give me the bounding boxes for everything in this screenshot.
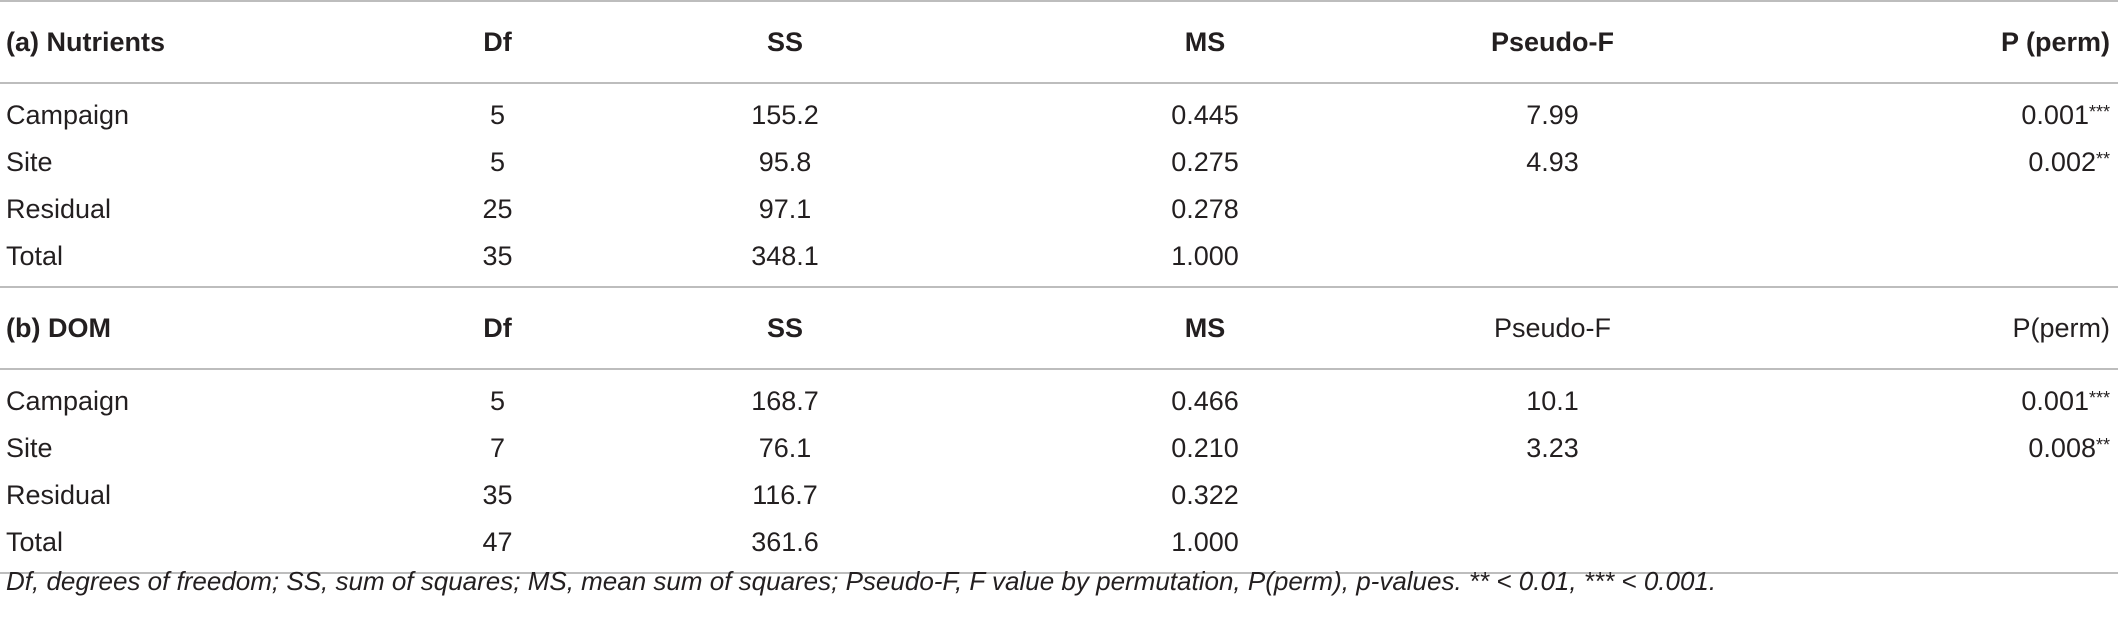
p-perm-header: P (perm) [2000,26,2110,57]
ms-value: 1.000 [1171,241,1239,271]
p-value-cell [1690,472,2118,519]
ms-value: 0.275 [1171,147,1239,177]
row-label: Site [6,433,53,463]
table-row: Campaign 5 168.7 0.466 10.1 0.001*** [0,369,2118,425]
ms-header: MS [1184,26,1226,57]
ss-value: 97.1 [758,194,812,224]
pseudo-f-value [1415,472,1690,519]
p-perm-header: P(perm) [2012,312,2110,343]
row-label: Total [6,527,64,557]
significance-mark: ** [2095,435,2110,455]
section-a-header-row: (a) Nutrients Df SS MS Pseudo-F P (perm) [0,1,2118,83]
pseudo-f-header: Pseudo-F [1493,312,1612,343]
significance-mark: *** [2088,388,2110,408]
ms-value: 0.210 [1171,433,1239,463]
p-value: 0.008 [2028,433,2096,463]
df-value: 5 [489,147,506,177]
p-value-cell: 0.002** [1690,139,2118,186]
pseudo-f-header: Pseudo-F [1490,26,1614,57]
ms-value: 0.466 [1171,386,1239,416]
significance-mark: ** [2095,149,2110,169]
ss-header: SS [766,26,804,57]
table-row: Site 5 95.8 0.275 4.93 0.002** [0,139,2118,186]
ms-value: 0.445 [1171,100,1239,130]
table-row: Campaign 5 155.2 0.445 7.99 0.001*** [0,83,2118,139]
ss-value: 76.1 [758,433,812,463]
ss-value: 168.7 [751,386,819,416]
ms-value: 0.278 [1171,194,1239,224]
df-value: 7 [489,433,506,463]
table-row: Residual 35 116.7 0.322 [0,472,2118,519]
table-row: Residual 25 97.1 0.278 [0,186,2118,233]
p-value: 0.001 [2021,386,2089,416]
pseudo-f-value [1415,233,1690,287]
row-label: Campaign [6,100,130,130]
p-value-cell: 0.008** [1690,425,2118,472]
ss-value: 348.1 [751,241,819,271]
significance-mark: *** [2088,102,2110,122]
ss-value: 116.7 [752,480,818,510]
section-b-title: (b) DOM [6,312,111,343]
p-value: 0.002 [2028,147,2096,177]
table-footnote: Df, degrees of freedom; SS, sum of squar… [6,566,1717,596]
row-label: Residual [6,194,112,224]
table-row: Site 7 76.1 0.210 3.23 0.008** [0,425,2118,472]
p-value-cell [1690,519,2118,573]
permanova-table: (a) Nutrients Df SS MS Pseudo-F P (perm)… [0,1,2118,573]
pseudo-f-value: 4.93 [1526,147,1579,177]
pseudo-f-value: 7.99 [1526,100,1579,130]
row-label: Site [6,147,53,177]
p-value-cell: 0.001*** [1690,369,2118,425]
row-label: Residual [6,480,112,510]
pseudo-f-value [1415,186,1690,233]
ms-value: 1.000 [1171,527,1239,557]
p-value-cell [1690,233,2118,287]
df-header: Df [483,312,512,343]
ss-value: 155.2 [751,100,819,130]
row-label: Campaign [6,386,130,416]
df-value: 5 [489,100,506,130]
ss-value: 361.6 [751,527,819,557]
df-value: 25 [482,194,513,224]
p-value: 0.001 [2021,100,2089,130]
table-row: Total 47 361.6 1.000 [0,519,2118,573]
p-value-cell [1690,186,2118,233]
ss-header: SS [766,312,804,343]
df-value: 47 [482,527,513,557]
row-label: Total [6,241,64,271]
pseudo-f-value: 3.23 [1526,433,1579,463]
section-b-header-row: (b) DOM Df SS MS Pseudo-F P(perm) [0,287,2118,369]
df-value: 35 [482,241,513,271]
pseudo-f-value [1415,519,1690,573]
p-value-cell: 0.001*** [1690,83,2118,139]
ss-value: 95.8 [758,147,812,177]
ms-header: MS [1184,312,1226,343]
table-row: Total 35 348.1 1.000 [0,233,2118,287]
ms-value: 0.322 [1171,480,1239,510]
df-value: 35 [482,480,513,510]
pseudo-f-value: 10.1 [1526,386,1579,416]
df-header: Df [483,26,512,57]
df-value: 5 [489,386,506,416]
section-a-title: (a) Nutrients [6,26,166,57]
